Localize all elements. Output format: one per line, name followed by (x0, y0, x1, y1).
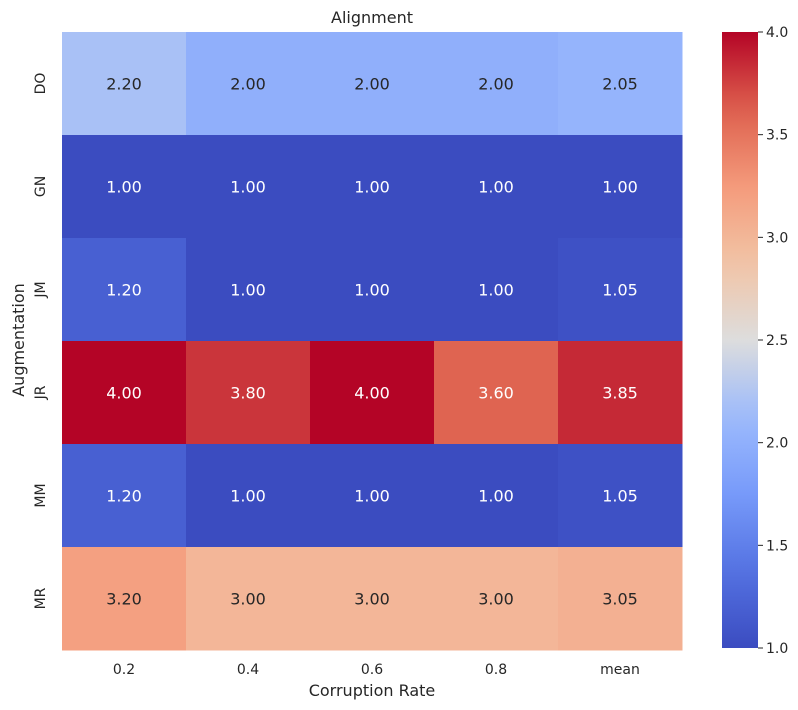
heatmap-cell (62, 238, 187, 342)
heatmap-cell (310, 238, 435, 342)
x-tick-labels: 0.2 0.4 0.6 0.8 mean (113, 662, 640, 678)
colorbar-tick-label: 1.5 (766, 538, 788, 554)
cell-value-label: 2.00 (230, 75, 266, 94)
cell-value-label: 1.00 (230, 487, 266, 506)
cell-value-label: 2.20 (106, 75, 142, 94)
cell-value-label: 3.00 (354, 590, 390, 609)
y-tick-label: JM (33, 281, 49, 298)
y-tick-label: GN (33, 176, 49, 197)
cell-value-label: 1.00 (478, 281, 514, 300)
x-axis-label: Corruption Rate (309, 681, 436, 700)
y-tick-label: DO (33, 73, 49, 95)
heatmap-cell (186, 135, 311, 239)
x-tick-label: 0.2 (113, 662, 135, 678)
cell-value-label: 3.00 (478, 590, 514, 609)
heatmap-cell (434, 341, 559, 445)
cell-value-label: 2.05 (602, 75, 638, 94)
cell-value-label: 4.00 (354, 384, 390, 403)
heatmap-cell (558, 238, 683, 342)
colorbar-tick-label: 2.0 (766, 436, 788, 452)
cell-value-label: 2.00 (354, 75, 390, 94)
heatmap-cell (434, 238, 559, 342)
cell-value-label: 3.80 (230, 384, 266, 403)
colorbar-tick-label: 4.0 (766, 25, 788, 41)
cell-value-label: 1.00 (354, 178, 390, 197)
heatmap-cell (558, 32, 683, 136)
y-tick-labels: DO GN JM JR MM MR (33, 73, 49, 610)
cell-value-label: 1.20 (106, 487, 142, 506)
heatmap-cell (186, 444, 311, 548)
cell-value-label: 1.00 (602, 178, 638, 197)
heatmap-cell (434, 32, 559, 136)
cell-value-label: 3.20 (106, 590, 142, 609)
heatmap-cell (62, 135, 187, 239)
cell-value-label: 1.00 (354, 281, 390, 300)
x-tick-label: 0.6 (361, 662, 383, 678)
heatmap-cell (62, 444, 187, 548)
colorbar-tick-label: 3.5 (766, 128, 788, 144)
y-tick-label: MR (33, 587, 49, 609)
colorbar-tick-label: 3.0 (766, 230, 788, 246)
cell-value-label: 1.00 (106, 178, 142, 197)
x-tick-label: 0.8 (485, 662, 507, 678)
heatmap-cell (62, 32, 187, 136)
heatmap-cell (310, 341, 435, 445)
cell-value-label: 1.00 (354, 487, 390, 506)
cell-value-label: 4.00 (106, 384, 142, 403)
heatmap-cell (434, 444, 559, 548)
heatmap-cell (62, 341, 187, 445)
heatmap-cell (310, 547, 435, 651)
colorbar-gradient (722, 32, 758, 648)
cell-value-label: 1.00 (230, 178, 266, 197)
heatmap-cell (558, 444, 683, 548)
colorbar: 1.0 1.5 2.0 2.5 3.0 3.5 4.0 (722, 25, 788, 657)
cell-value-label: 1.05 (602, 487, 638, 506)
colorbar-tick-label: 1.0 (766, 641, 788, 657)
y-tick-label: JR (33, 385, 49, 400)
heatmap-cell (310, 444, 435, 548)
heatmap-cell (186, 32, 311, 136)
cell-value-label: 1.00 (478, 487, 514, 506)
chart-title: Alignment (331, 8, 413, 27)
cell-value-label: 2.00 (478, 75, 514, 94)
cell-value-label: 1.05 (602, 281, 638, 300)
cell-value-label: 3.85 (602, 384, 638, 403)
heatmap-cell (558, 135, 683, 239)
cell-value-label: 1.00 (230, 281, 266, 300)
heatmap-cell (434, 135, 559, 239)
colorbar-tick-label: 2.5 (766, 333, 788, 349)
cell-value-label: 3.00 (230, 590, 266, 609)
heatmap-cell (558, 547, 683, 651)
cell-value-label: 3.60 (478, 384, 514, 403)
heatmap-cell (62, 547, 187, 651)
x-tick-label: mean (600, 662, 640, 678)
heatmap-cell (186, 238, 311, 342)
heatmap-cells: 2.20 2.00 2.00 2.00 2.05 1.00 1.00 1.00 1.00 1.00… (62, 32, 683, 651)
y-tick-label: MM (33, 483, 49, 507)
cell-value-label: 1.00 (478, 178, 514, 197)
y-axis-label: Augmentation (9, 283, 28, 397)
cell-value-label: 3.05 (602, 590, 638, 609)
heatmap-cell (186, 341, 311, 445)
heatmap-cell (558, 341, 683, 445)
heatmap-cell (186, 547, 311, 651)
heatmap-cell (310, 135, 435, 239)
colorbar-ticks: 1.0 1.5 2.0 2.5 3.0 3.5 4.0 (758, 25, 788, 657)
x-tick-label: 0.4 (237, 662, 259, 678)
heatmap-cell (434, 547, 559, 651)
cell-value-label: 1.20 (106, 281, 142, 300)
heatmap-cell (310, 32, 435, 136)
